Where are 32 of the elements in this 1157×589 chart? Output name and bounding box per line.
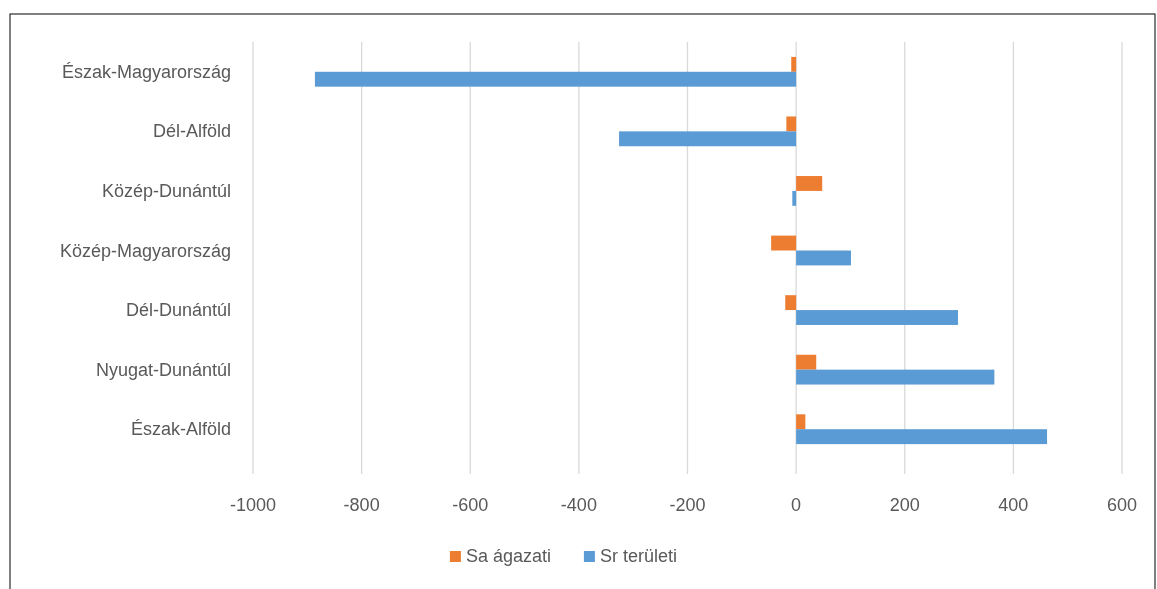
x-tick-label: 200 — [889, 495, 920, 515]
x-tick-label: -400 — [560, 495, 597, 515]
y-tick-label: Dél-Alföld — [152, 121, 231, 142]
bar — [796, 310, 958, 325]
bar — [619, 131, 797, 147]
bar — [796, 369, 995, 385]
x-tick-label: -800 — [343, 495, 380, 515]
x-tick-label: -200 — [669, 495, 706, 515]
y-tick-label: Dél-Dunántúl — [125, 300, 231, 321]
bar — [796, 429, 1048, 445]
x-tick-label: -600 — [452, 495, 489, 515]
legend-label: Sa ágazati — [465, 546, 551, 566]
y-tick-label: Közép-Dunántúl — [101, 180, 231, 201]
bar — [796, 250, 851, 266]
x-tick-label: -1000 — [229, 495, 277, 515]
y-tick-label: Közép-Magyarország — [59, 240, 231, 261]
bar — [791, 56, 797, 72]
bar — [785, 295, 797, 311]
bar — [314, 71, 797, 87]
bar — [796, 414, 806, 430]
y-tick-label: Észak-Magyarország — [61, 61, 231, 82]
y-tick-label: Észak-Alföld — [130, 419, 231, 440]
bar — [796, 176, 823, 191]
legend-label: Sr területi — [599, 546, 677, 566]
bar — [786, 116, 797, 132]
y-tick-label: Nyugat-Dunántúl — [95, 359, 231, 380]
bar — [792, 190, 797, 206]
bar — [771, 235, 797, 251]
x-tick-label: 0 — [791, 495, 802, 515]
x-tick-label: 400 — [998, 495, 1029, 515]
bar — [796, 354, 817, 370]
x-tick-label: 600 — [1106, 495, 1138, 515]
